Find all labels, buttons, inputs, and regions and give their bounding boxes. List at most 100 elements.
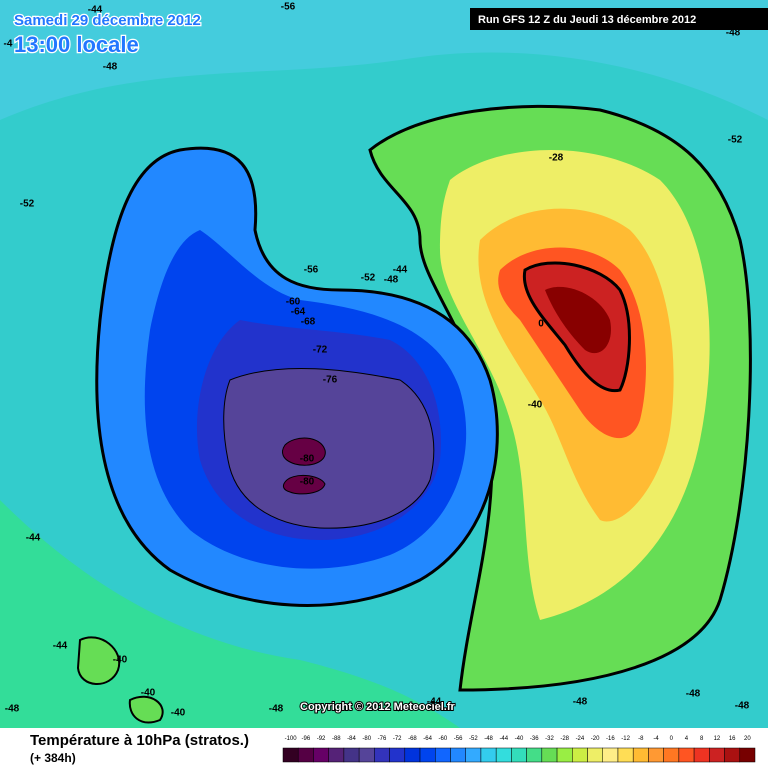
scale-swatch (693, 747, 710, 763)
scale-label: -56 (454, 736, 463, 742)
scale-swatch (648, 747, 664, 763)
warm-patch (76, 636, 164, 724)
contour-label: 0 (538, 319, 544, 330)
scale-label: -28 (560, 736, 569, 742)
scale-swatch (343, 747, 360, 763)
scale-label: -44 (499, 736, 508, 742)
contour-label: -40 (113, 655, 128, 666)
scale-label: -4 (653, 736, 659, 742)
copyright: Copyright © 2012 Meteociel.fr (300, 701, 456, 713)
contour-label: -40 (528, 400, 543, 411)
scale-label: -52 (469, 736, 478, 742)
contour-label: -56 (281, 2, 296, 13)
run-label: Run GFS 12 Z du Jeudi 13 décembre 2012 (478, 14, 696, 26)
scale-swatch (541, 747, 558, 763)
contour-label: -4 (4, 39, 13, 50)
scale-swatch (495, 747, 512, 763)
warm-peak (545, 286, 611, 354)
scale-swatch (556, 747, 573, 763)
scale-swatch (282, 747, 299, 763)
scale-swatch (480, 747, 497, 763)
scale-swatch (465, 747, 482, 763)
footer-lead: (+ 384h) (30, 751, 76, 765)
contour-label: -48 (103, 62, 118, 73)
scale-label: 8 (700, 736, 704, 742)
contour-label: -48 (573, 697, 588, 708)
contour-label: -48 (384, 275, 399, 286)
scale-swatch (602, 747, 619, 763)
contour-label: -48 (686, 689, 701, 700)
scale-swatch (328, 747, 345, 763)
scale-swatch (709, 747, 725, 763)
scale-label: -60 (439, 736, 448, 742)
scale-label: 20 (744, 736, 751, 742)
contour-label: -76 (323, 375, 338, 386)
scale-label: -24 (576, 736, 585, 742)
scale-label: -72 (393, 736, 402, 742)
scale-swatch (572, 747, 588, 763)
scale-label: -76 (378, 736, 387, 742)
contour-label: -80 (300, 454, 315, 465)
cold-peak (282, 437, 326, 495)
run-box (470, 8, 768, 30)
scale-swatch (663, 747, 680, 763)
scale-swatch (313, 747, 329, 763)
footer-title: Température à 10hPa (stratos.) (30, 732, 249, 749)
scale-label: -20 (591, 736, 600, 742)
scale-swatch (632, 747, 649, 763)
scale-label: -48 (484, 736, 493, 742)
contour-label: -48 (269, 704, 284, 715)
time-label: 13:00 locale (14, 32, 139, 57)
scale-label: 12 (714, 736, 721, 742)
scale-label: -100 (285, 736, 298, 742)
contour-label: -64 (291, 307, 306, 318)
contour-label: -44 (53, 641, 68, 652)
scale-swatch (587, 747, 603, 763)
contour-label: -52 (20, 199, 35, 210)
scale-label: -80 (362, 736, 371, 742)
scale-label: -88 (332, 736, 341, 742)
scale-swatch (724, 747, 741, 763)
contour-label: -48 (735, 701, 750, 712)
scale-label: -40 (515, 736, 524, 742)
scale-swatch (617, 747, 634, 763)
contour-label: -44 (26, 533, 41, 544)
scale-swatch (526, 747, 543, 763)
scale-swatch (297, 747, 314, 763)
scale-label: -16 (606, 736, 615, 742)
contour-label: -52 (728, 135, 743, 146)
contour-label: -68 (301, 317, 316, 328)
contour-label: -44 (88, 5, 103, 16)
scale-swatch (511, 747, 527, 763)
scale-label: -92 (317, 736, 326, 742)
scale-label: 4 (685, 736, 689, 742)
contour-label: -40 (141, 688, 156, 699)
contour-label: -48 (5, 704, 20, 715)
contour-label: -52 (361, 273, 376, 284)
contour-label: -44 (393, 265, 408, 276)
scale-label: -96 (302, 736, 311, 742)
scale-label: 16 (729, 736, 736, 742)
date-label: Samedi 29 décembre 2012 (14, 12, 201, 29)
scale-swatch (404, 747, 421, 763)
contour-label: -40 (171, 708, 186, 719)
contour-label: -48 (726, 28, 741, 39)
scale-label: -68 (408, 736, 417, 742)
contour-label: -28 (549, 153, 564, 164)
contour-label: -72 (313, 345, 328, 356)
contour-label: -56 (304, 265, 319, 276)
scale-swatch (678, 747, 695, 763)
cold-core (223, 367, 435, 529)
scale-swatch (450, 747, 466, 763)
scale-label: -64 (423, 736, 432, 742)
contour-label: -60 (286, 297, 301, 308)
scale-label: -84 (347, 736, 356, 742)
scale-swatch (374, 747, 390, 763)
scale-swatch (358, 747, 375, 763)
scale-label: 0 (670, 736, 674, 742)
scale-swatch (389, 747, 406, 763)
scale-label: -8 (638, 736, 644, 742)
scale-label: -32 (545, 736, 554, 742)
scale-label: -36 (530, 736, 539, 742)
contour-label: -44 (427, 697, 442, 708)
